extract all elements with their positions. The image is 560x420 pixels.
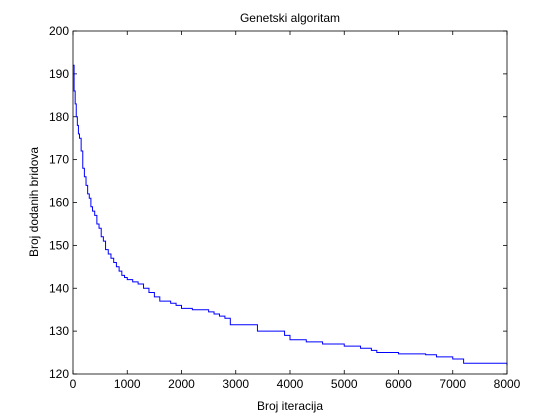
x-tick-label: 8000 [494, 377, 521, 391]
y-tick-label: 180 [49, 110, 69, 124]
plot-area [73, 31, 507, 374]
y-tick-label: 120 [49, 367, 69, 381]
series-layer [73, 64, 508, 366]
x-tick-label: 6000 [385, 377, 412, 391]
y-tick-label: 190 [49, 67, 69, 81]
y-axis-ticks: 120 130 140 150 160 170 180 190 200 [49, 24, 507, 381]
x-tick-label: 5000 [331, 377, 358, 391]
x-tick-label: 7000 [439, 377, 466, 391]
y-tick-label: 170 [49, 153, 69, 167]
y-tick-label: 160 [49, 196, 69, 210]
series-line [73, 64, 508, 366]
x-tick-label: 2000 [168, 377, 195, 391]
x-tick-label: 1000 [114, 377, 141, 391]
x-tick-label: 4000 [277, 377, 304, 391]
x-axis-label: Broj iteracija [257, 399, 323, 413]
y-tick-label: 130 [49, 324, 69, 338]
chart-title: Genetski algoritam [240, 11, 340, 25]
y-tick-label: 150 [49, 238, 69, 252]
y-tick-label: 200 [49, 24, 69, 38]
x-axis-ticks: 0 1000 2000 3000 4000 5000 6000 7000 8000 [70, 31, 521, 391]
plot-frame [72, 30, 508, 375]
x-tick-label: 3000 [222, 377, 249, 391]
x-tick-label: 0 [70, 377, 77, 391]
y-tick-label: 140 [49, 281, 69, 295]
y-axis-label: Broj dodanih bridova [27, 147, 41, 257]
